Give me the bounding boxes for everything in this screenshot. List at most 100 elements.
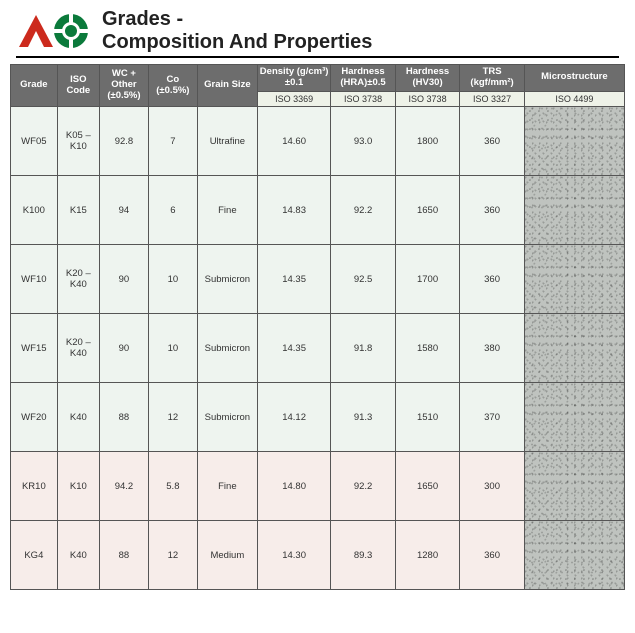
cell-co: 5.8 <box>148 452 197 521</box>
cell-grain: Fine <box>197 452 257 521</box>
table-row: KR10K1094.25.8Fine14.8092.21650300 <box>11 452 625 521</box>
cell-co: 12 <box>148 521 197 590</box>
table-row: K100K15946Fine14.8392.21650360 <box>11 176 625 245</box>
cell-microstructure <box>524 176 624 245</box>
cell-grain: Ultrafine <box>197 107 257 176</box>
cell-density: 14.60 <box>257 107 330 176</box>
th-hra: Hardness (HRA)±0.5 <box>331 65 396 92</box>
cell-wc: 88 <box>99 383 148 452</box>
cell-hra: 92.2 <box>331 176 396 245</box>
cell-microstructure <box>524 314 624 383</box>
cell-microstructure <box>524 521 624 590</box>
cell-trs: 370 <box>460 383 525 452</box>
cell-iso: K15 <box>57 176 99 245</box>
cell-grade: WF05 <box>11 107 58 176</box>
cell-trs: 360 <box>460 176 525 245</box>
cell-co: 10 <box>148 314 197 383</box>
cell-grade: KG4 <box>11 521 58 590</box>
cell-density: 14.80 <box>257 452 330 521</box>
iso-sub-micro: ISO 4499 <box>524 91 624 106</box>
cell-iso: K40 <box>57 383 99 452</box>
table-row: WF15K20 – K409010Submicron14.3591.815803… <box>11 314 625 383</box>
cell-hra: 91.8 <box>331 314 396 383</box>
th-grade: Grade <box>11 65 58 107</box>
cell-microstructure <box>524 452 624 521</box>
cell-wc: 90 <box>99 245 148 314</box>
cell-co: 6 <box>148 176 197 245</box>
table-header: Grade ISO Code WC + Other (±0.5%) Co (±0… <box>11 65 625 107</box>
cell-wc: 94 <box>99 176 148 245</box>
cell-hv: 1580 <box>395 314 460 383</box>
cell-microstructure <box>524 383 624 452</box>
cell-iso: K05 – K10 <box>57 107 99 176</box>
microstructure-image-icon <box>525 245 624 313</box>
cell-trs: 360 <box>460 245 525 314</box>
title-line-2: Composition And Properties <box>102 31 372 54</box>
cell-hv: 1800 <box>395 107 460 176</box>
cell-hv: 1650 <box>395 176 460 245</box>
microstructure-image-icon <box>525 314 624 382</box>
cell-wc: 90 <box>99 314 148 383</box>
cell-co: 7 <box>148 107 197 176</box>
microstructure-image-icon <box>525 452 624 520</box>
cell-density: 14.30 <box>257 521 330 590</box>
cell-grade: WF15 <box>11 314 58 383</box>
cell-grade: KR10 <box>11 452 58 521</box>
cell-hv: 1650 <box>395 452 460 521</box>
cell-hra: 93.0 <box>331 107 396 176</box>
cell-hra: 91.3 <box>331 383 396 452</box>
cell-iso: K20 – K40 <box>57 314 99 383</box>
cell-hra: 92.2 <box>331 452 396 521</box>
cell-grain: Fine <box>197 176 257 245</box>
cell-grade: WF10 <box>11 245 58 314</box>
cell-grain: Medium <box>197 521 257 590</box>
cell-trs: 300 <box>460 452 525 521</box>
cell-co: 10 <box>148 245 197 314</box>
th-wc: WC + Other (±0.5%) <box>99 65 148 107</box>
microstructure-image-icon <box>525 176 624 244</box>
cell-wc: 88 <box>99 521 148 590</box>
th-trs: TRS (kgf/mm²) <box>460 65 525 92</box>
microstructure-image-icon <box>525 107 624 175</box>
table-row: WF20K408812Submicron14.1291.31510370 <box>11 383 625 452</box>
cell-wc: 94.2 <box>99 452 148 521</box>
cell-hv: 1510 <box>395 383 460 452</box>
th-density: Density (g/cm³)±0.1 <box>257 65 330 92</box>
cell-grade: WF20 <box>11 383 58 452</box>
cell-grade: K100 <box>11 176 58 245</box>
microstructure-image-icon <box>525 521 624 589</box>
cell-grain: Submicron <box>197 245 257 314</box>
cell-hv: 1700 <box>395 245 460 314</box>
cell-iso: K20 – K40 <box>57 245 99 314</box>
cell-grain: Submicron <box>197 383 257 452</box>
cell-density: 14.12 <box>257 383 330 452</box>
cell-microstructure <box>524 107 624 176</box>
header: Grades - Composition And Properties <box>10 8 625 54</box>
cell-density: 14.35 <box>257 245 330 314</box>
cell-trs: 360 <box>460 521 525 590</box>
cell-trs: 380 <box>460 314 525 383</box>
iso-sub-trs: ISO 3327 <box>460 91 525 106</box>
microstructure-image-icon <box>525 383 624 451</box>
th-micro: Microstructure <box>524 65 624 92</box>
company-logo-icon <box>16 11 94 51</box>
cell-trs: 360 <box>460 107 525 176</box>
iso-sub-hra: ISO 3738 <box>331 91 396 106</box>
cell-hv: 1280 <box>395 521 460 590</box>
cell-hra: 89.3 <box>331 521 396 590</box>
th-co: Co (±0.5%) <box>148 65 197 107</box>
table-body: WF05K05 – K1092.87Ultrafine14.6093.01800… <box>11 107 625 590</box>
title-line-1: Grades - <box>102 8 372 31</box>
cell-iso: K40 <box>57 521 99 590</box>
cell-co: 12 <box>148 383 197 452</box>
cell-wc: 92.8 <box>99 107 148 176</box>
cell-density: 14.83 <box>257 176 330 245</box>
iso-sub-hv: ISO 3738 <box>395 91 460 106</box>
title-underline <box>16 56 619 58</box>
th-hv: Hardness (HV30) <box>395 65 460 92</box>
cell-iso: K10 <box>57 452 99 521</box>
cell-density: 14.35 <box>257 314 330 383</box>
table-row: KG4K408812Medium14.3089.31280360 <box>11 521 625 590</box>
cell-hra: 92.5 <box>331 245 396 314</box>
th-iso: ISO Code <box>57 65 99 107</box>
